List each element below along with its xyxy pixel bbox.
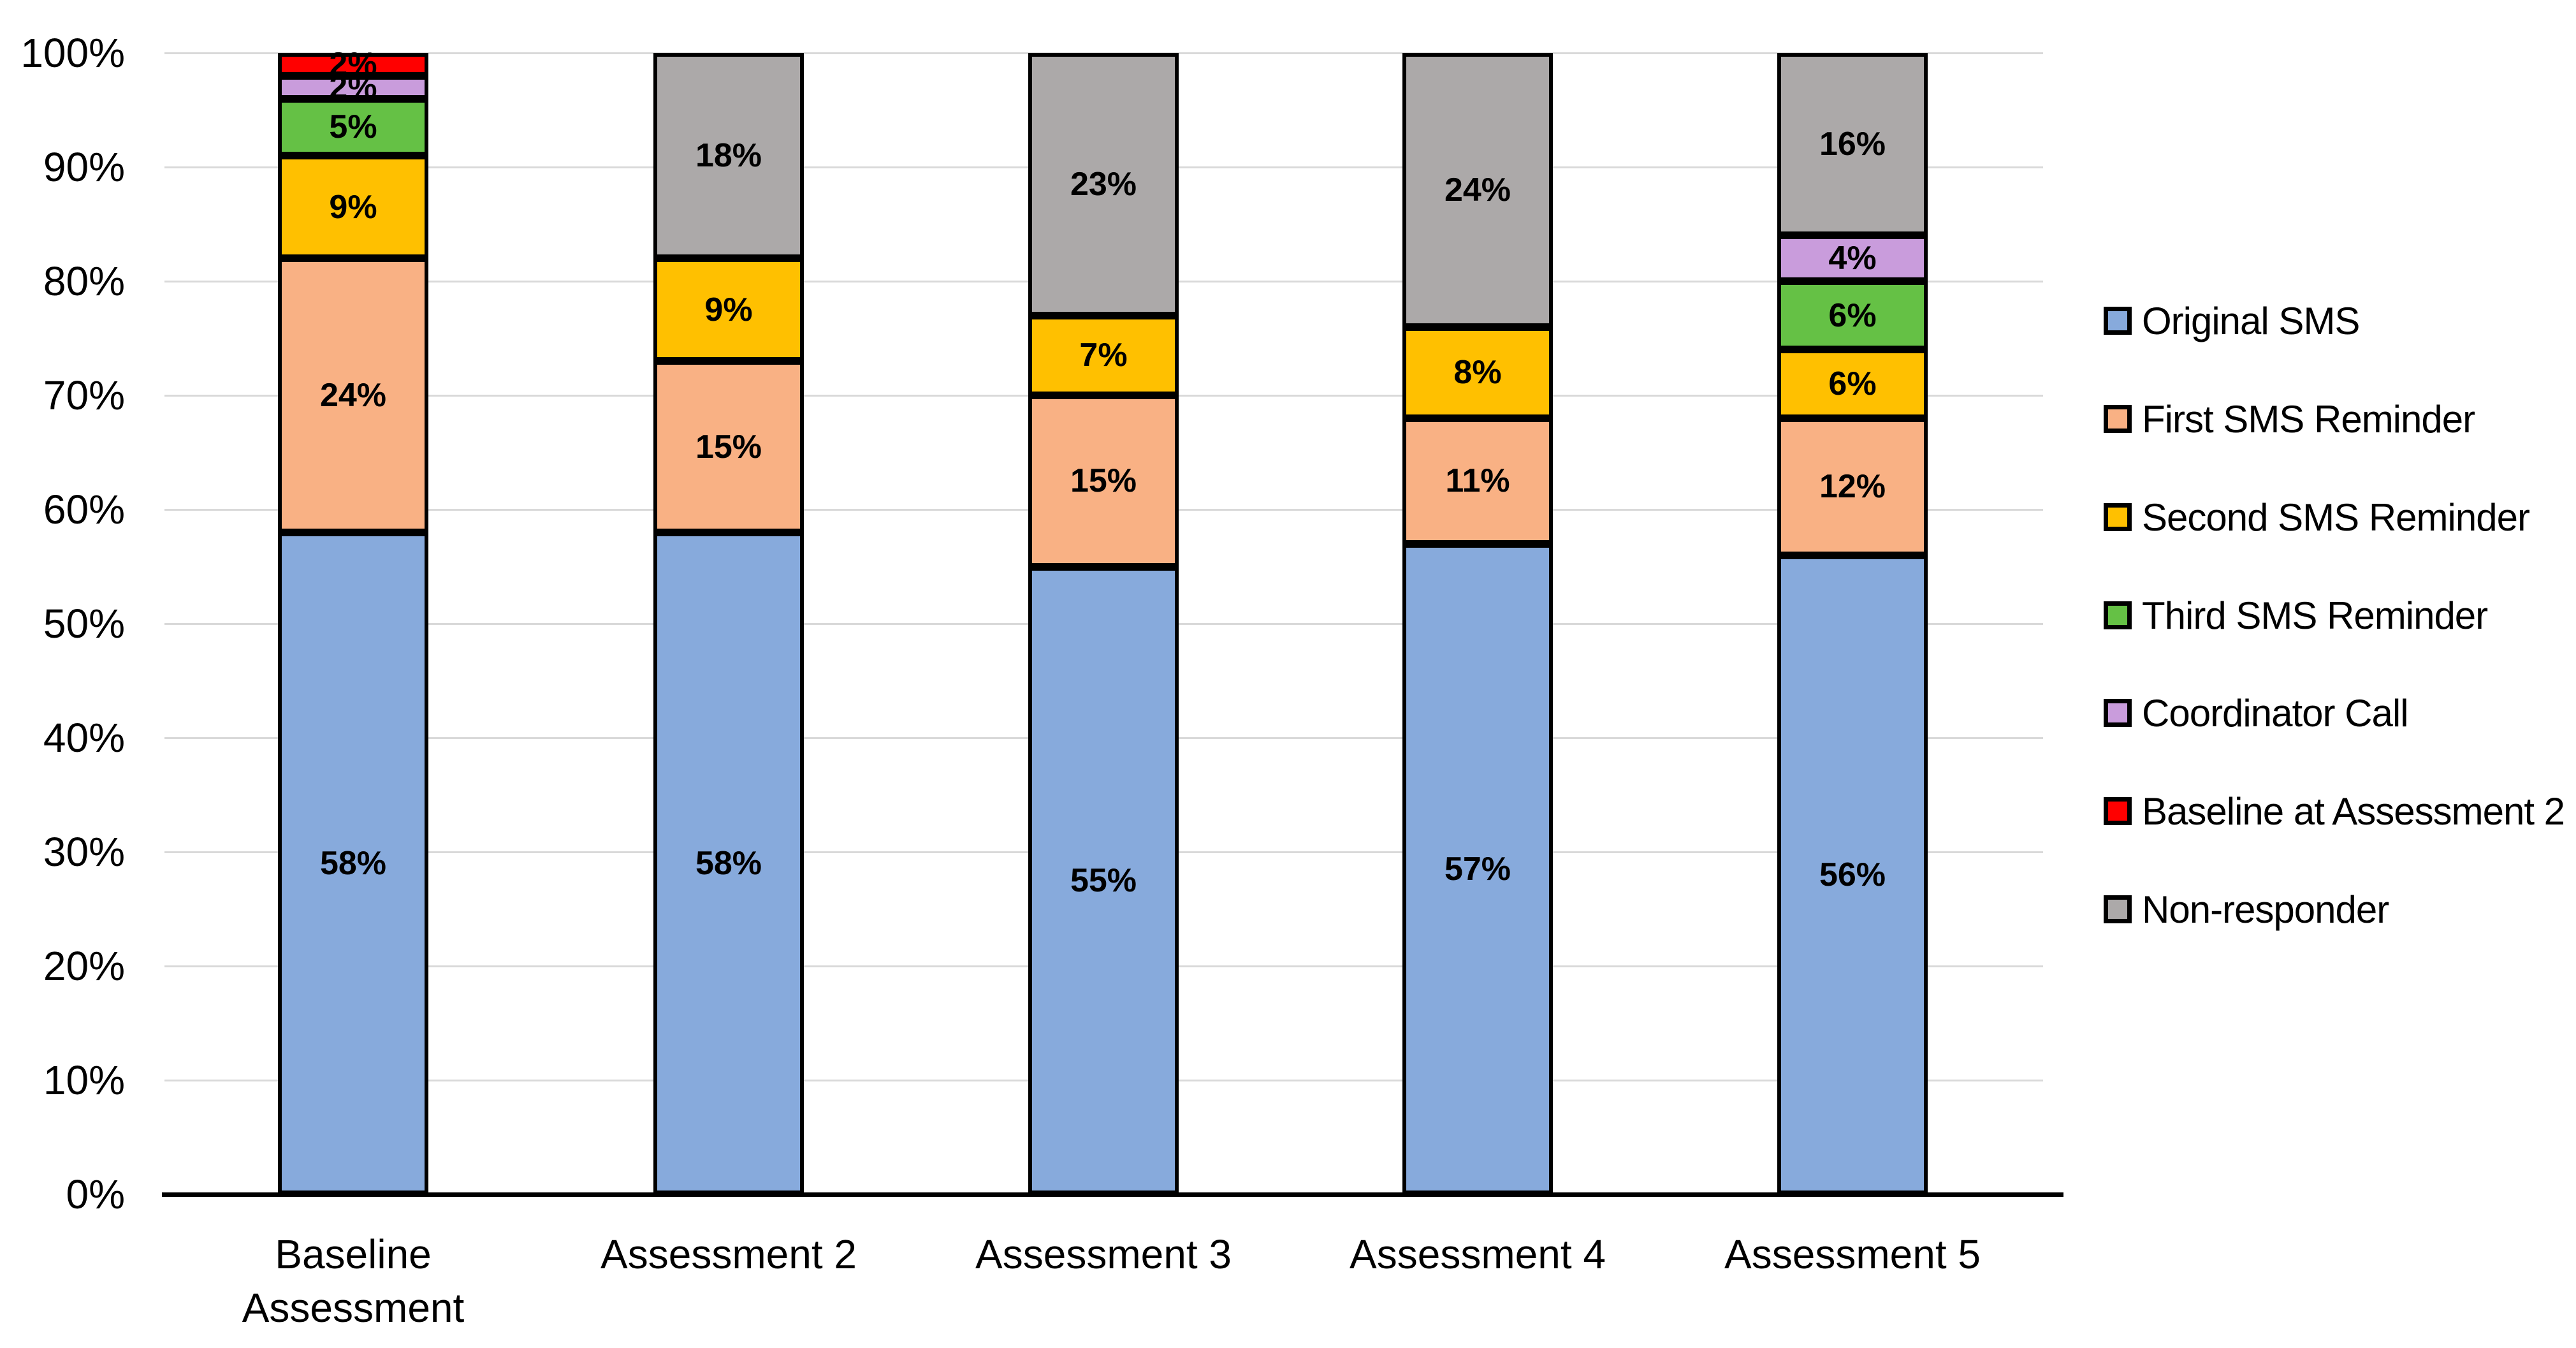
bar-segment-second-sms-reminder: 7%: [1028, 315, 1179, 395]
bar-segment-original-sms: 56%: [1777, 555, 1928, 1194]
bar-segment-first-sms-reminder: 11%: [1402, 418, 1553, 544]
y-axis-tick-label: 50%: [43, 601, 125, 647]
y-axis-tick-label: 10%: [43, 1057, 125, 1103]
bar-segment-coordinator-call: 2%: [278, 71, 428, 104]
legend-swatch: [2104, 601, 2132, 629]
segment-label: 58%: [695, 844, 762, 882]
bar-segment-non-responder: 18%: [653, 53, 804, 259]
segment-label: 15%: [695, 428, 762, 465]
segment-label: 23%: [1070, 165, 1137, 203]
y-axis-tick-label: 80%: [43, 258, 125, 304]
x-axis-line: [162, 1192, 2063, 1197]
segment-label: 56%: [1819, 856, 1886, 893]
segment-label: 2%: [329, 68, 377, 106]
legend-item-second-sms-reminder: Second SMS Reminder: [2104, 495, 2530, 539]
y-axis-tick-label: 60%: [43, 487, 125, 532]
segment-label: 12%: [1819, 468, 1886, 506]
y-axis-tick-label: 100%: [20, 30, 125, 76]
bar-segment-baseline-at-assessment-2: 2%: [278, 48, 428, 81]
bar-segment-non-responder: 23%: [1028, 53, 1179, 316]
segment-label: 57%: [1444, 850, 1511, 888]
bar-segment-second-sms-reminder: 8%: [1402, 326, 1553, 418]
x-axis-category-label: Baseline Assessment: [242, 1231, 465, 1331]
legend-label: Third SMS Reminder: [2142, 594, 2488, 637]
y-axis-tick-label: 30%: [43, 829, 125, 875]
legend-label: Baseline at Assessment 2: [2142, 789, 2565, 833]
legend-swatch: [2104, 699, 2132, 727]
y-axis-tick-label: 90%: [43, 144, 125, 190]
segment-label: 6%: [1828, 365, 1877, 403]
legend-item-third-sms-reminder: Third SMS Reminder: [2104, 594, 2488, 637]
legend-label: Original SMS: [2142, 299, 2360, 342]
bar-segment-non-responder: 24%: [1402, 53, 1553, 327]
bar-segment-second-sms-reminder: 9%: [653, 258, 804, 362]
bar-segment-first-sms-reminder: 15%: [653, 361, 804, 532]
bar-segment-original-sms: 58%: [653, 532, 804, 1194]
bar-segment-original-sms: 58%: [278, 532, 428, 1194]
legend-swatch: [2104, 405, 2132, 433]
segment-label: 15%: [1070, 462, 1137, 500]
bar-segment-original-sms: 57%: [1402, 543, 1553, 1194]
bar-segment-first-sms-reminder: 15%: [1028, 395, 1179, 567]
legend-label: Coordinator Call: [2142, 691, 2409, 735]
x-axis-category-label: Assessment 4: [1350, 1231, 1606, 1277]
legend-item-original-sms: Original SMS: [2104, 299, 2360, 342]
segment-label: 9%: [329, 188, 377, 226]
bar-segment-third-sms-reminder: 6%: [1777, 281, 1928, 350]
segment-label: 7%: [1079, 337, 1128, 374]
legend-swatch: [2104, 797, 2132, 825]
y-axis-tick-label: 70%: [43, 372, 125, 418]
segment-label: 55%: [1070, 861, 1137, 899]
legend-label: Non-responder: [2142, 888, 2389, 931]
segment-label: 58%: [319, 844, 387, 882]
legend-label: Second SMS Reminder: [2142, 495, 2530, 539]
legend-swatch: [2104, 503, 2132, 531]
bar-segment-first-sms-reminder: 24%: [278, 258, 428, 532]
x-axis-category-label: Assessment 5: [1724, 1231, 1981, 1277]
legend-item-baseline-at-assessment-2: Baseline at Assessment 2: [2104, 789, 2565, 833]
segment-label: 16%: [1819, 126, 1886, 163]
segment-label: 2%: [329, 45, 377, 83]
bar-segment-coordinator-call: 4%: [1777, 235, 1928, 281]
bar-segment-original-sms: 55%: [1028, 566, 1179, 1194]
segment-label: 5%: [329, 108, 377, 146]
x-axis-category-label: Assessment 2: [600, 1231, 857, 1277]
segment-label: 24%: [1444, 171, 1511, 209]
segment-label: 4%: [1828, 240, 1877, 277]
segment-label: 8%: [1453, 354, 1502, 392]
segment-label: 6%: [1828, 297, 1877, 334]
bar-segment-non-responder: 16%: [1777, 53, 1928, 236]
legend-label: First SMS Reminder: [2142, 397, 2475, 441]
y-axis-tick-label: 20%: [43, 943, 125, 989]
legend-item-first-sms-reminder: First SMS Reminder: [2104, 397, 2475, 441]
segment-label: 24%: [319, 376, 387, 414]
legend-item-coordinator-call: Coordinator Call: [2104, 691, 2409, 735]
legend-swatch: [2104, 307, 2132, 335]
y-axis-tick-label: 0%: [66, 1171, 126, 1217]
y-axis-tick-label: 40%: [43, 715, 125, 761]
x-axis-category-label: Assessment 3: [975, 1231, 1232, 1277]
segment-label: 11%: [1445, 462, 1510, 500]
bar-segment-second-sms-reminder: 9%: [278, 156, 428, 259]
segment-label: 9%: [704, 291, 753, 328]
segment-label: 18%: [695, 137, 762, 175]
legend-swatch: [2104, 895, 2132, 923]
legend-item-non-responder: Non-responder: [2104, 888, 2389, 931]
bar-segment-first-sms-reminder: 12%: [1777, 418, 1928, 555]
bar-segment-third-sms-reminder: 5%: [278, 98, 428, 156]
bar-segment-second-sms-reminder: 6%: [1777, 349, 1928, 418]
